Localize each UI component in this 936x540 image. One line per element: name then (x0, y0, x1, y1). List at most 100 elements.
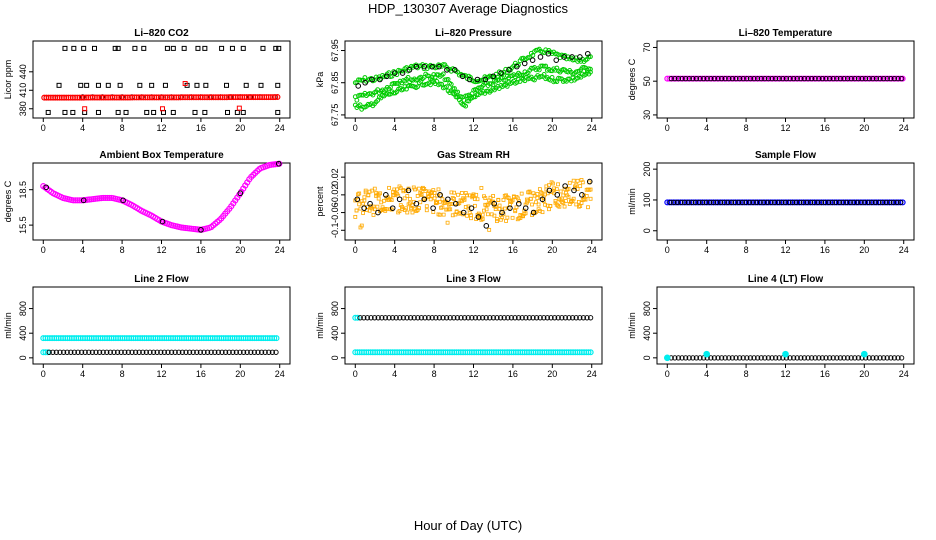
y-tick-label: 67.85 (330, 71, 340, 94)
data-point (739, 199, 745, 206)
data-point (898, 355, 905, 361)
data-point (423, 189, 428, 193)
data-point (384, 73, 390, 80)
data-point (514, 205, 519, 210)
series-black (46, 349, 279, 355)
data-point (430, 193, 434, 198)
y-tick-label: 0 (18, 355, 28, 360)
data-point (240, 349, 247, 355)
data-point (776, 355, 782, 361)
data-point (505, 215, 510, 220)
data-point (550, 181, 555, 186)
data-point (480, 212, 485, 217)
data-point (819, 76, 826, 82)
series-black (354, 178, 593, 229)
data-point (733, 76, 739, 82)
x-tick-label: 20 (235, 245, 245, 255)
data-point (681, 199, 688, 206)
data-point (485, 212, 490, 217)
data-point (132, 45, 138, 51)
panel-title: Sample Flow (755, 150, 816, 161)
data-point (844, 76, 851, 82)
data-point (225, 109, 231, 115)
data-point (711, 76, 718, 82)
y-axis-label: percent (315, 186, 325, 217)
data-point (466, 206, 471, 211)
data-point (443, 315, 450, 321)
data-point (544, 315, 551, 321)
data-point (754, 76, 761, 82)
data-point (57, 349, 63, 355)
data-point (528, 196, 533, 201)
data-point (275, 109, 281, 115)
data-point (357, 92, 363, 98)
data-point (372, 186, 377, 191)
data-point (410, 210, 415, 215)
data-point (895, 76, 901, 82)
data-point (732, 199, 738, 206)
data-point (667, 199, 673, 206)
data-point (82, 106, 88, 112)
data-point (805, 355, 811, 361)
data-point (449, 202, 454, 206)
data-point (736, 76, 743, 82)
series-high (62, 45, 282, 51)
data-point (554, 192, 561, 198)
data-point (888, 76, 894, 82)
y-tick-label: -0.1 (330, 223, 340, 239)
data-point (375, 209, 381, 216)
data-point (793, 199, 799, 206)
y-tick-label: 800 (18, 301, 28, 316)
y-axis-label: kPa (315, 72, 325, 88)
data-point (445, 220, 450, 225)
data-point (502, 206, 507, 211)
data-point (120, 197, 126, 204)
data-point (435, 193, 440, 198)
data-point (394, 187, 399, 192)
data-point (413, 200, 420, 207)
data-point (498, 75, 504, 81)
data-point (588, 196, 593, 201)
data-point (202, 45, 208, 51)
data-point (506, 67, 512, 73)
data-point (74, 197, 81, 204)
data-point (370, 188, 375, 193)
series-cyan-lower (40, 349, 51, 356)
data-point (485, 202, 490, 207)
data-point (105, 82, 111, 88)
data-point (801, 76, 808, 82)
data-point (895, 355, 901, 361)
data-point (421, 196, 428, 203)
series-green-upper (352, 46, 593, 86)
data-point (588, 66, 593, 72)
data-point (383, 192, 389, 198)
data-point (704, 76, 710, 82)
y-tick-label: 440 (18, 64, 28, 79)
data-point (164, 45, 170, 51)
panel-title: Line 4 (LT) Flow (748, 274, 824, 285)
x-tick-label: 24 (275, 369, 285, 379)
panel-title: Li–820 Temperature (739, 28, 833, 39)
x-tick-label: 4 (392, 245, 397, 255)
data-point (410, 203, 415, 208)
data-point (765, 76, 772, 82)
panel-5: Sample Flow ml/min 0 4 8 12 16 20 24 0 100 200 (627, 150, 915, 255)
panel-0: Li–820 CO2 Licor ppm 0 4 8 12 16 20 24 380 410 440 (3, 28, 291, 133)
x-tick-label: 8 (744, 369, 749, 379)
x-tick-label: 24 (587, 123, 597, 133)
data-point (255, 349, 261, 355)
data-point (516, 200, 522, 207)
data-point (571, 187, 577, 194)
data-point (811, 199, 817, 206)
data-point (147, 349, 153, 355)
data-point (587, 315, 594, 321)
data-point (95, 82, 101, 88)
data-point (75, 349, 81, 355)
data-point (276, 45, 282, 51)
data-point (826, 76, 833, 82)
data-point (472, 315, 479, 321)
data-point (822, 199, 828, 206)
data-point (769, 76, 775, 82)
data-point (397, 315, 403, 321)
x-tick-label: 4 (704, 123, 709, 133)
